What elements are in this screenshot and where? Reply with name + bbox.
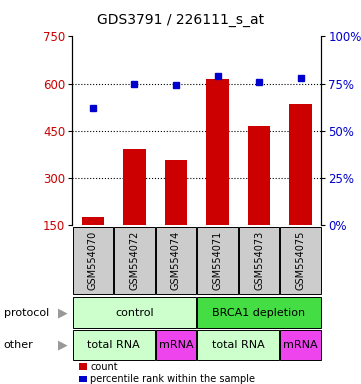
Text: GSM554075: GSM554075 [296, 230, 305, 290]
Text: count: count [90, 362, 118, 372]
Text: protocol: protocol [4, 308, 49, 318]
Text: GSM554072: GSM554072 [130, 230, 139, 290]
Text: control: control [115, 308, 154, 318]
Text: mRNA: mRNA [283, 340, 318, 350]
Text: percentile rank within the sample: percentile rank within the sample [90, 374, 255, 384]
Bar [82, 217, 104, 225]
Text: GSM554073: GSM554073 [254, 230, 264, 290]
Text: other: other [4, 340, 33, 350]
Bar [123, 149, 146, 225]
Text: GSM554070: GSM554070 [88, 230, 98, 290]
Bar [165, 161, 187, 225]
Text: GSM554071: GSM554071 [213, 230, 222, 290]
Bar [248, 126, 270, 225]
Bar [289, 104, 312, 225]
Bar [206, 79, 229, 225]
Text: mRNA: mRNA [159, 340, 193, 350]
Text: total RNA: total RNA [212, 340, 265, 350]
Text: BRCA1 depletion: BRCA1 depletion [213, 308, 305, 318]
Text: GDS3791 / 226111_s_at: GDS3791 / 226111_s_at [97, 13, 264, 27]
Text: ▶: ▶ [58, 338, 68, 351]
Text: ▶: ▶ [58, 306, 68, 319]
Text: GSM554074: GSM554074 [171, 230, 181, 290]
Text: total RNA: total RNA [87, 340, 140, 350]
